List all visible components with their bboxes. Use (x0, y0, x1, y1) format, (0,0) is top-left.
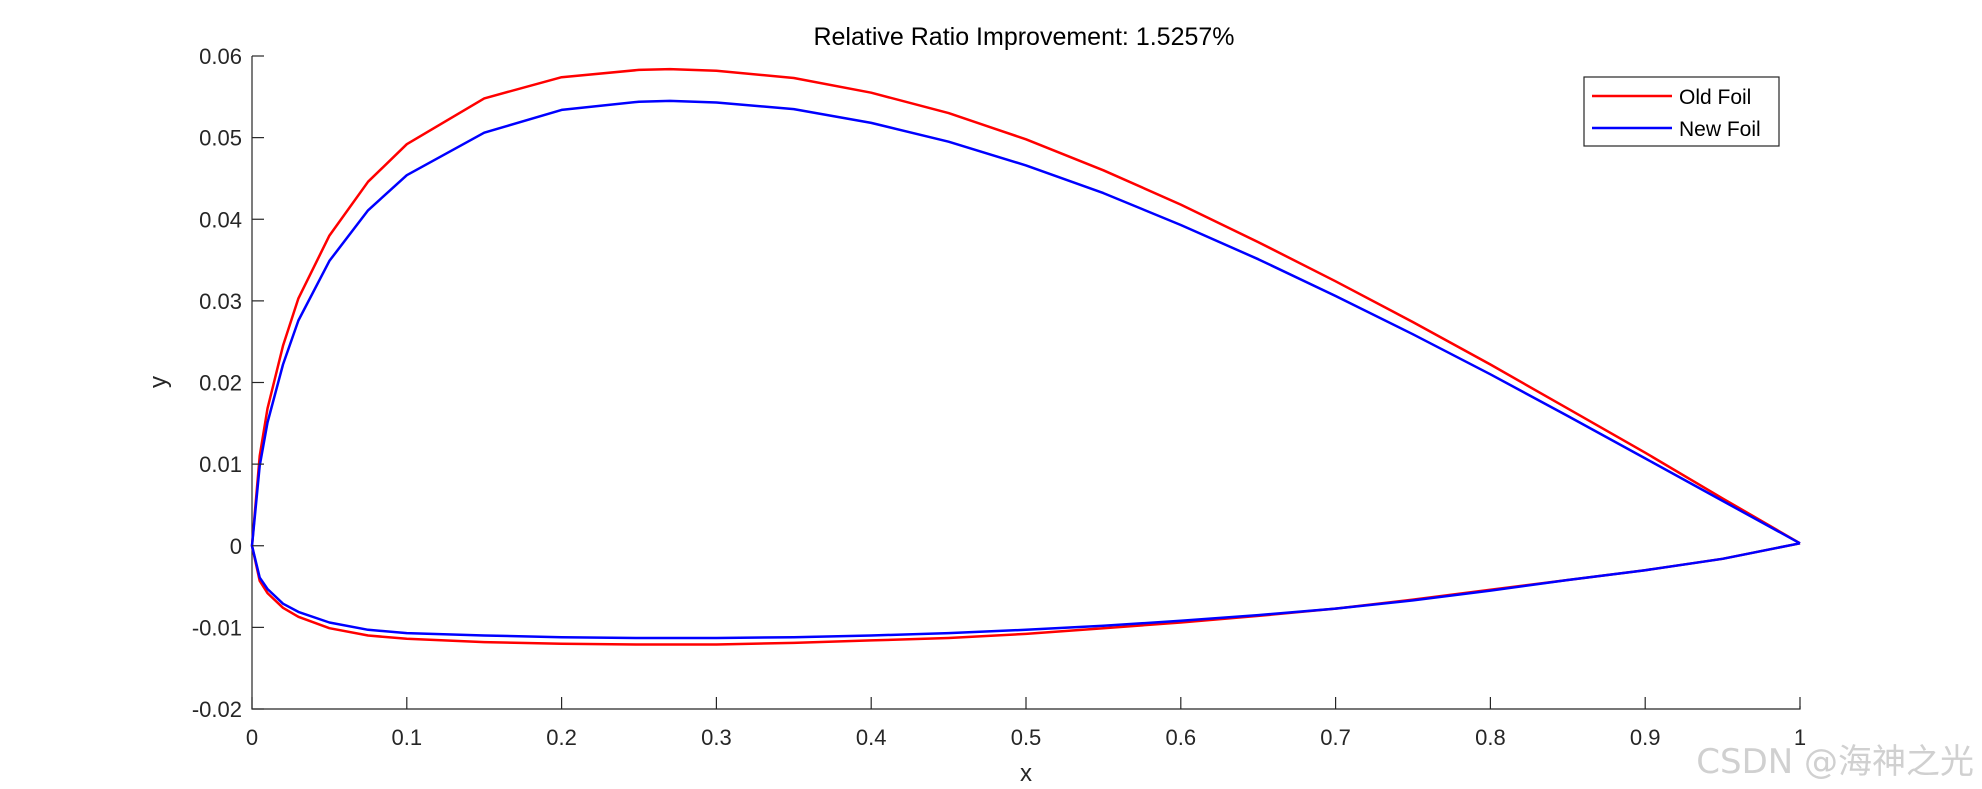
x-tick-label: 0.7 (1320, 725, 1351, 750)
x-tick-label: 0.4 (856, 725, 887, 750)
plot-area (251, 56, 1801, 710)
y-tick-label: 0.01 (199, 452, 242, 477)
x-tick-label: 1 (1794, 725, 1806, 750)
legend-label-new-foil: New Foil (1679, 118, 1761, 141)
x-tick-label: 0 (246, 725, 258, 750)
watermark: CSDN @海神之光 (1696, 742, 1974, 782)
x-tick-label: 0.6 (1166, 725, 1197, 750)
legend: Old Foil New Foil (1583, 76, 1780, 147)
legend-label-old-foil: Old Foil (1679, 86, 1751, 109)
series-line-0 (250, 67, 1801, 646)
x-axis-label: x (1020, 760, 1032, 787)
y-axis-ticks: -0.02 -0.01 0 0.01 0.02 0.03 0.04 0.05 0.06 (192, 44, 264, 722)
axes-box (251, 56, 1801, 710)
x-tick-label: 0.8 (1475, 725, 1506, 750)
x-tick-label: 0.5 (1011, 725, 1042, 750)
y-tick-label: 0.05 (199, 126, 242, 151)
x-tick-label: 0.2 (546, 725, 577, 750)
series-line-1 (250, 99, 1801, 640)
x-tick-label: 0.3 (701, 725, 732, 750)
y-tick-label: 0.04 (199, 207, 242, 232)
y-axis-label: y (145, 376, 172, 388)
x-tick-label: 0.9 (1630, 725, 1661, 750)
x-tick-label: 0.1 (392, 725, 423, 750)
y-tick-label: 0.03 (199, 289, 242, 314)
y-tick-label: -0.01 (192, 615, 242, 640)
series-layer (250, 67, 1801, 646)
y-tick-label: 0 (230, 534, 242, 559)
y-tick-label: -0.02 (192, 697, 242, 722)
legend-box (1583, 76, 1780, 147)
y-tick-label: 0.02 (199, 371, 242, 396)
chart-title: Relative Ratio Improvement: 1.5257% (813, 23, 1234, 51)
y-tick-label: 0.06 (199, 44, 242, 69)
x-axis-ticks: 0 0.1 0.2 0.3 0.4 0.5 0.6 0.7 0.8 0.9 1 (246, 697, 1806, 750)
